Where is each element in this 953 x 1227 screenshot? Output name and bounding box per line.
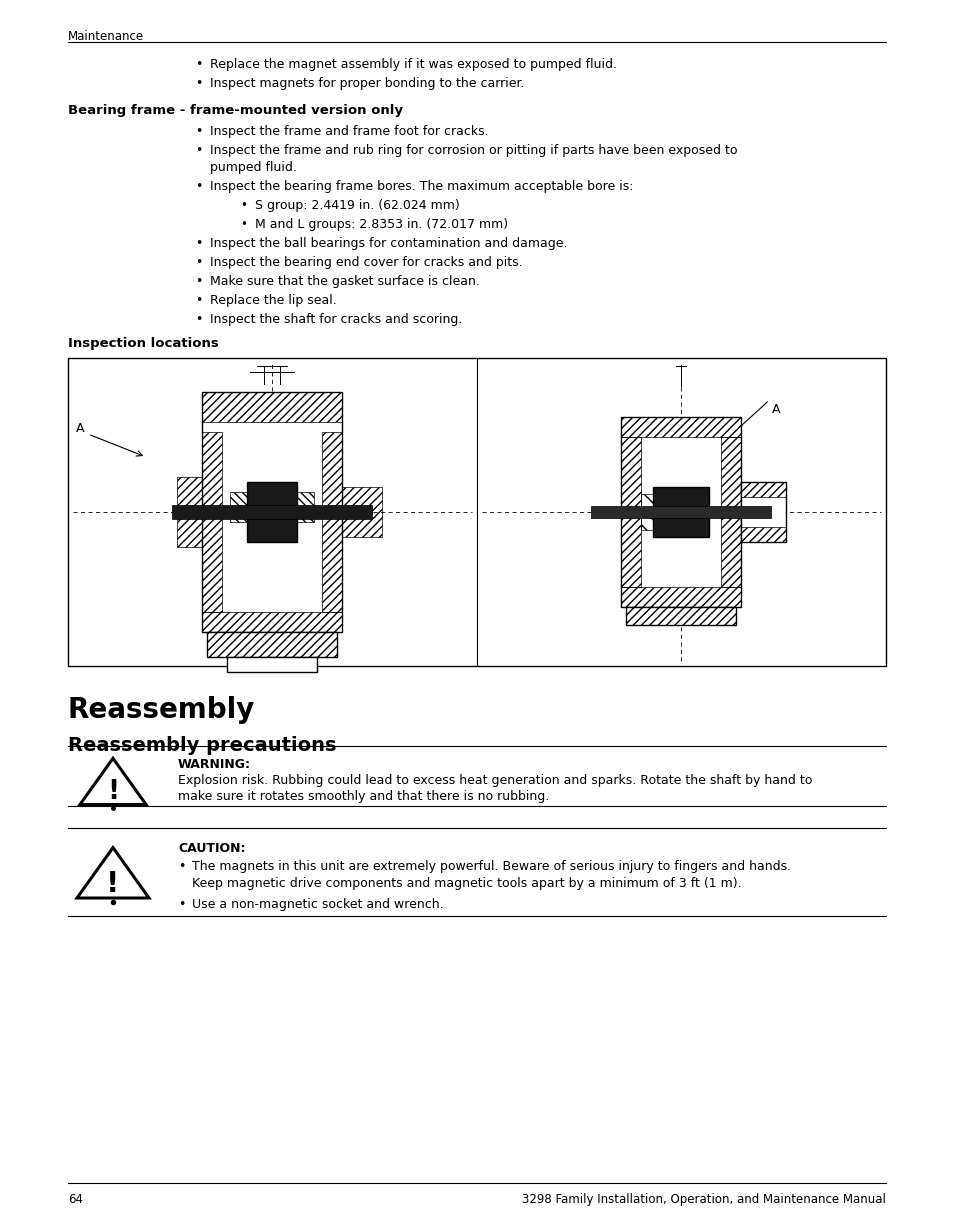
Bar	[177, 477, 202, 547]
Text: A: A	[76, 422, 85, 436]
Text: Keep magnetic drive components and magnetic tools apart by a minimum of 3 ft (1 : Keep magnetic drive components and magne…	[192, 877, 740, 890]
Text: •: •	[178, 898, 185, 910]
Bar	[720, 437, 740, 587]
Bar	[172, 506, 372, 519]
Text: make sure it rotates smoothly and that there is no rubbing.: make sure it rotates smoothly and that t…	[178, 790, 549, 802]
Text: M and L groups: 2.8353 in. (72.017 mm): M and L groups: 2.8353 in. (72.017 mm)	[254, 218, 508, 231]
Text: •: •	[240, 199, 247, 212]
Text: Inspect the ball bearings for contamination and damage.: Inspect the ball bearings for contaminat…	[210, 237, 567, 250]
Text: Inspect the bearing frame bores. The maximum acceptable bore is:: Inspect the bearing frame bores. The max…	[210, 180, 633, 193]
Bar	[342, 487, 382, 537]
Bar	[202, 432, 222, 612]
Text: S group: 2.4419 in. (62.024 mm): S group: 2.4419 in. (62.024 mm)	[254, 199, 459, 212]
Text: Inspect the bearing end cover for cracks and pits.: Inspect the bearing end cover for cracks…	[210, 256, 522, 269]
Text: •: •	[194, 256, 202, 269]
Text: •: •	[194, 77, 202, 90]
Polygon shape	[77, 848, 149, 898]
Bar	[640, 494, 657, 530]
Text: pumped fluid.: pumped fluid.	[210, 161, 296, 174]
Text: •: •	[194, 58, 202, 71]
Bar	[620, 437, 640, 587]
Text: !: !	[106, 870, 119, 898]
Text: •: •	[178, 860, 185, 872]
Text: Maintenance: Maintenance	[68, 29, 144, 43]
Text: 3298 Family Installation, Operation, and Maintenance Manual: 3298 Family Installation, Operation, and…	[521, 1193, 885, 1206]
Bar	[620, 587, 740, 607]
Text: •: •	[194, 144, 202, 157]
Bar	[202, 391, 342, 422]
Text: •: •	[240, 218, 247, 231]
Text: Inspect the frame and frame foot for cracks.: Inspect the frame and frame foot for cra…	[210, 125, 488, 137]
Bar	[322, 432, 342, 612]
Bar	[620, 417, 740, 607]
Text: WARNING:: WARNING:	[178, 758, 251, 771]
Text: •: •	[194, 313, 202, 326]
Text: •: •	[194, 125, 202, 137]
Text: •: •	[194, 180, 202, 193]
Polygon shape	[80, 758, 146, 805]
Bar	[620, 417, 740, 437]
Text: Replace the lip seal.: Replace the lip seal.	[210, 294, 336, 307]
Bar	[68, 358, 885, 666]
Text: !: !	[107, 779, 119, 805]
Text: Reassembly precautions: Reassembly precautions	[68, 736, 336, 755]
Text: Use a non-magnetic socket and wrench.: Use a non-magnetic socket and wrench.	[192, 898, 443, 910]
Bar	[227, 656, 317, 672]
Bar	[653, 487, 709, 537]
Bar	[297, 492, 314, 521]
Bar	[202, 612, 342, 632]
Bar	[740, 482, 785, 542]
Bar	[740, 482, 785, 497]
Text: CAUTION:: CAUTION:	[178, 842, 245, 855]
Text: Reassembly: Reassembly	[68, 696, 255, 724]
Bar	[626, 607, 736, 625]
Bar	[591, 506, 771, 518]
Text: B: B	[300, 463, 309, 475]
Text: Inspection locations: Inspection locations	[68, 337, 218, 350]
Text: Inspect the shaft for cracks and scoring.: Inspect the shaft for cracks and scoring…	[210, 313, 462, 326]
Text: 64: 64	[68, 1193, 83, 1206]
Bar	[202, 391, 342, 632]
Text: Explosion risk. Rubbing could lead to excess heat generation and sparks. Rotate : Explosion risk. Rubbing could lead to ex…	[178, 774, 812, 787]
Text: •: •	[194, 275, 202, 288]
Text: Replace the magnet assembly if it was exposed to pumped fluid.: Replace the magnet assembly if it was ex…	[210, 58, 617, 71]
Text: Make sure that the gasket surface is clean.: Make sure that the gasket surface is cle…	[210, 275, 479, 288]
Text: Inspect the frame and rub ring for corrosion or pitting if parts have been expos: Inspect the frame and rub ring for corro…	[210, 144, 737, 157]
Text: Bearing frame - frame-mounted version only: Bearing frame - frame-mounted version on…	[68, 104, 402, 117]
Bar	[231, 492, 247, 521]
Text: •: •	[194, 294, 202, 307]
Text: The magnets in this unit are extremely powerful. Beware of serious injury to fin: The magnets in this unit are extremely p…	[192, 860, 790, 872]
Bar	[740, 528, 785, 542]
Text: •: •	[194, 237, 202, 250]
Bar	[247, 482, 297, 542]
Bar	[208, 632, 337, 656]
Text: A: A	[771, 402, 780, 416]
Text: Inspect magnets for proper bonding to the carrier.: Inspect magnets for proper bonding to th…	[210, 77, 524, 90]
